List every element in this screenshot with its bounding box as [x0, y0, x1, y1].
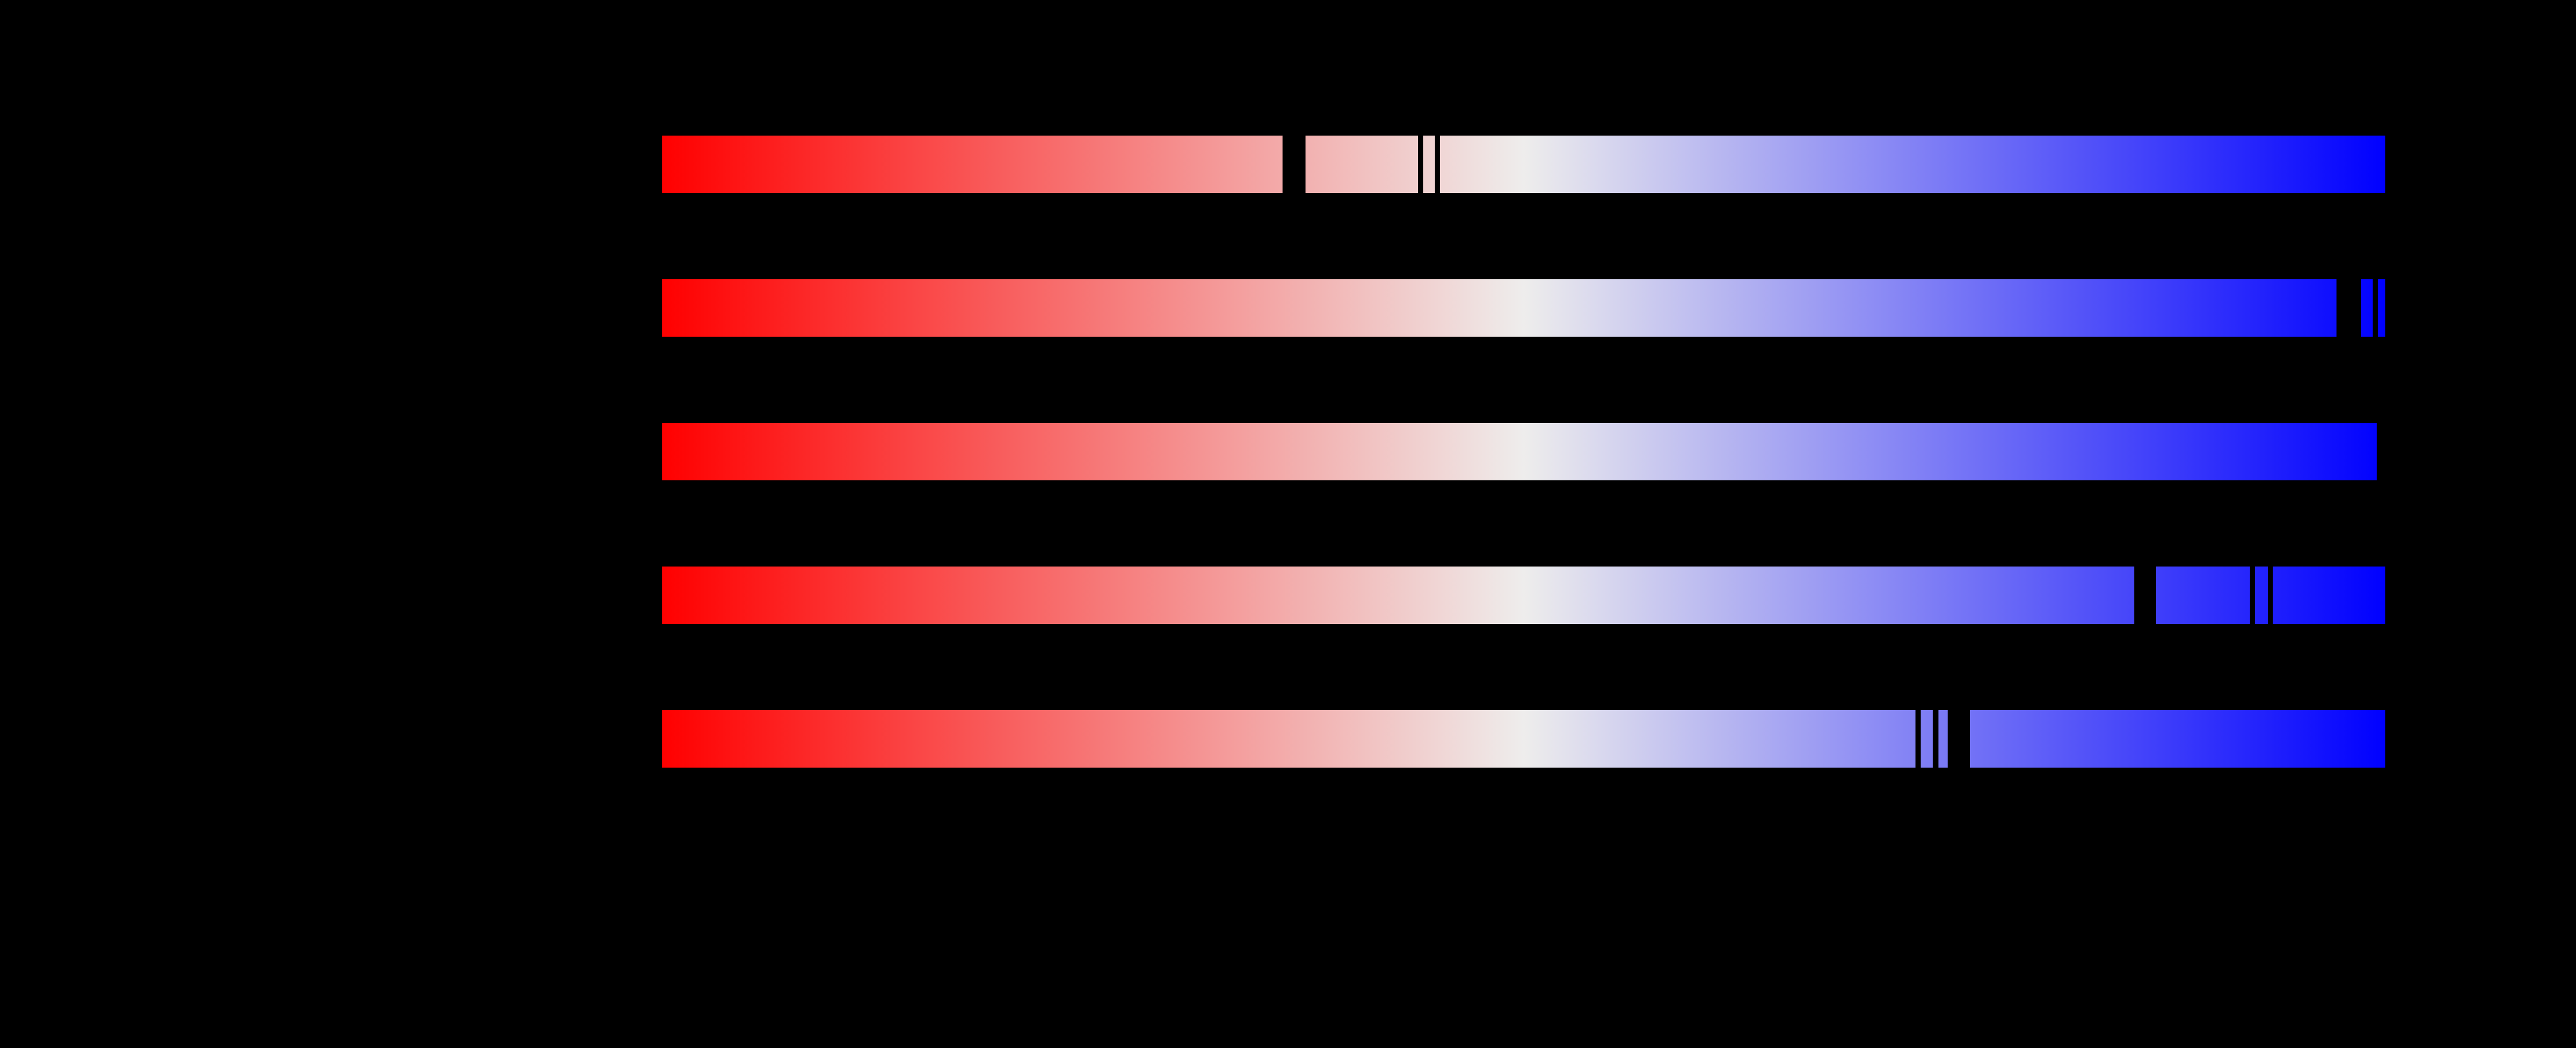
strip-end-clip [2377, 423, 2385, 480]
value-mark-thick [2336, 279, 2361, 337]
value-mark-thin [1435, 136, 1440, 193]
gradient-strip-4 [662, 567, 2385, 624]
value-mark-thin [1915, 710, 1921, 768]
value-mark-thick [1948, 710, 1970, 768]
value-mark-thin [1418, 136, 1423, 193]
value-mark-thick [1283, 136, 1306, 193]
gradient-strip-5 [662, 710, 2385, 768]
value-mark-thick [2134, 567, 2156, 624]
gradient-strip-2 [662, 279, 2385, 337]
value-mark-thin [2250, 567, 2255, 624]
value-mark-thin [1933, 710, 1938, 768]
gradient-strip-1 [662, 136, 2385, 193]
value-mark-thin [2268, 567, 2273, 624]
value-mark-thin [2373, 279, 2378, 337]
gradient-strip-3 [662, 423, 2385, 480]
